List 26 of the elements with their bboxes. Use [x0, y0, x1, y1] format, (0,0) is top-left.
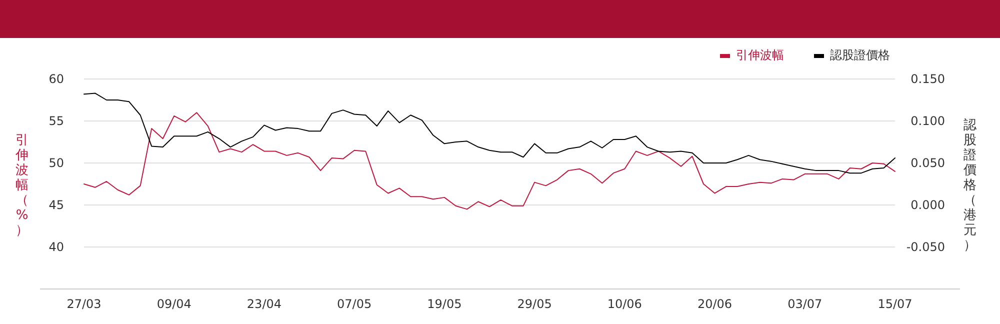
y2-tick-label: 0.150 — [910, 72, 945, 86]
y-tick-label: 55 — [48, 114, 64, 128]
x-tick-label: 10/06 — [607, 297, 642, 311]
x-tick-label: 20/06 — [697, 297, 732, 311]
x-tick-label: 23/04 — [246, 297, 282, 311]
y-tick-label: 40 — [48, 240, 64, 254]
x-tick-label: 19/05 — [427, 297, 462, 311]
x-tick-label: 03/07 — [788, 297, 822, 311]
line-series — [84, 92, 896, 174]
y2-tick-label: 0.100 — [910, 114, 945, 128]
legend-label: 引伸波幅 — [736, 48, 784, 62]
y-tick-label: 60 — [48, 72, 64, 86]
y-axis-title: 引伸波幅（%） — [14, 133, 28, 238]
text: 認股證價格（港元） — [964, 118, 976, 253]
x-tick-label: 07/05 — [337, 297, 372, 311]
y2-tick-label: -0.050 — [906, 240, 945, 254]
y-tick-label: 50 — [48, 156, 64, 170]
x-tick-label: 27/03 — [66, 297, 102, 311]
legend-label: 認股證價格 — [830, 48, 890, 62]
y2-tick-label: 0.000 — [910, 198, 945, 212]
x-tick-label: 15/07 — [878, 297, 912, 311]
y-tick-label: 45 — [48, 198, 64, 212]
x-tick-label: 09/04 — [156, 297, 192, 311]
line-series — [84, 112, 896, 210]
y2-tick-label: 0.050 — [910, 156, 945, 170]
x-tick-label: 29/05 — [517, 297, 552, 311]
